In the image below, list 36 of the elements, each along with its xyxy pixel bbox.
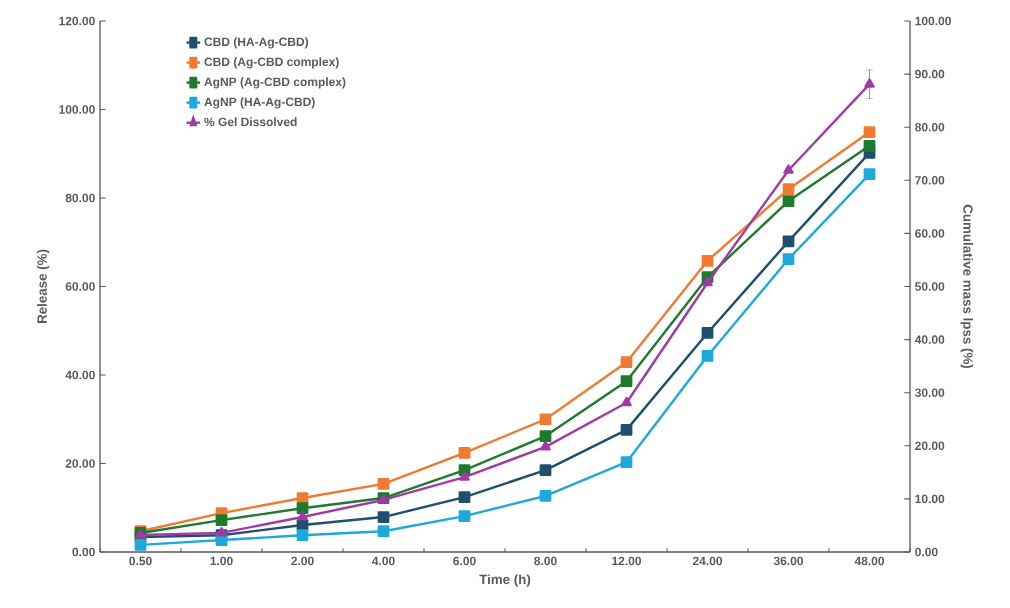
x-tick-label: 24.00 bbox=[692, 556, 723, 566]
legend-label: % Gel Dissolved bbox=[204, 117, 297, 127]
y-tick-label: 100.00 bbox=[59, 105, 95, 114]
legend-label: AgNP (HA-Ag-CBD) bbox=[204, 97, 315, 109]
x-tick-label: 1.00 bbox=[210, 556, 233, 566]
y2-tick-label: 90.00 bbox=[915, 69, 945, 79]
y2-tick-label: 10.00 bbox=[915, 494, 945, 504]
x-tick-label: 36.00 bbox=[773, 556, 804, 566]
x-tick-label: 6.00 bbox=[453, 556, 476, 566]
y2-tick-label: 100.00 bbox=[915, 16, 951, 26]
x-tick-label: 2.00 bbox=[291, 556, 314, 566]
x-axis-title: Time (h) bbox=[479, 574, 531, 587]
x-tick-label: 48.00 bbox=[854, 556, 885, 566]
y-tick-label: 80.00 bbox=[65, 193, 95, 203]
y-tick-label: 0.00 bbox=[72, 547, 95, 557]
legend-label: AgNP (Ag-CBD complex) bbox=[204, 77, 346, 89]
y-tick-label: 60.00 bbox=[65, 282, 95, 291]
y-tick-label: 40.00 bbox=[65, 370, 95, 380]
y2-tick-label: 20.00 bbox=[915, 441, 945, 451]
y2-tick-label: 70.00 bbox=[915, 176, 945, 185]
legend-label: CBD (HA-Ag-CBD) bbox=[204, 37, 309, 49]
y2-tick-label: 0.00 bbox=[915, 547, 938, 557]
y-tick-label: 120.00 bbox=[59, 16, 95, 26]
x-tick-label: 4.00 bbox=[372, 556, 395, 566]
x-tick-label: 12.00 bbox=[612, 556, 642, 566]
y2-axis-title: Cumulative mass lpss (%) bbox=[960, 204, 973, 369]
x-tick-label: 0.50 bbox=[129, 556, 152, 566]
y2-tick-label: 60.00 bbox=[915, 229, 945, 238]
x-tick-label: 8.00 bbox=[534, 556, 557, 566]
y-axis-title: Release (%) bbox=[37, 249, 50, 324]
y2-tick-label: 30.00 bbox=[914, 388, 945, 397]
legend-label: CBD (Ag-CBD complex) bbox=[204, 57, 339, 69]
y2-tick-label: 80.00 bbox=[915, 122, 945, 132]
y2-tick-label: 40.00 bbox=[914, 335, 945, 344]
y-tick-label: 20.00 bbox=[65, 459, 95, 468]
y2-tick-label: 50.00 bbox=[915, 282, 945, 291]
